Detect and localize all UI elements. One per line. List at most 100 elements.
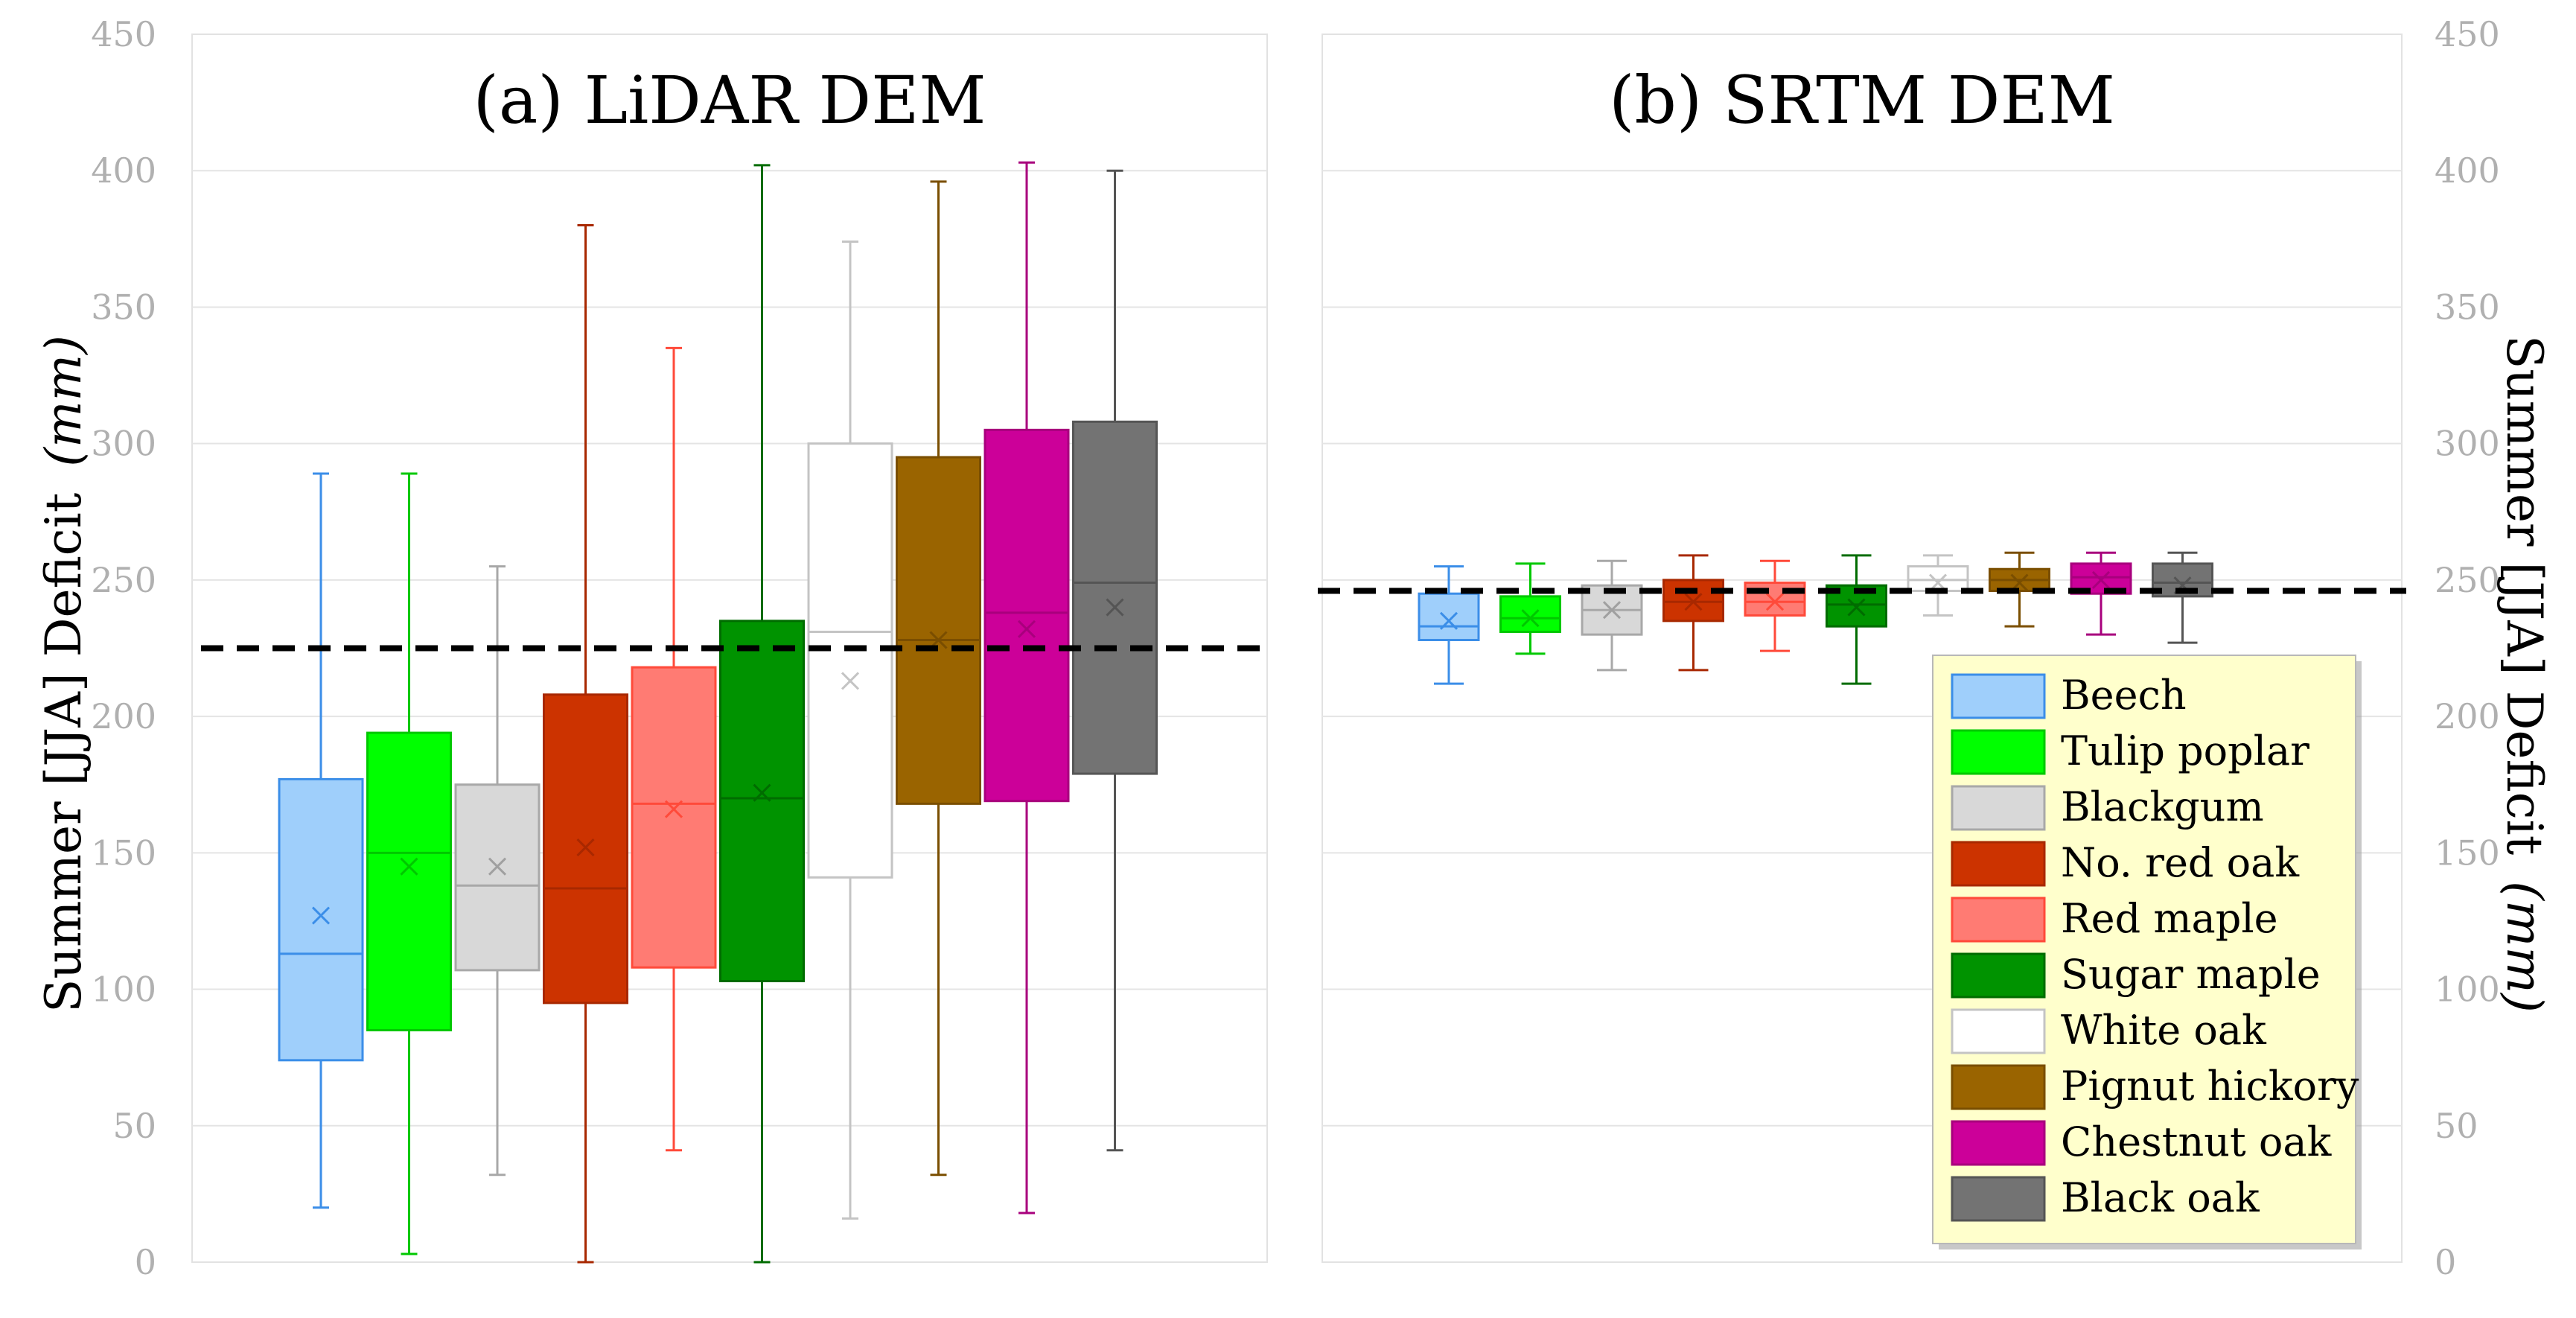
- right-y-axis-label: Summer [JJA] Deficit: [2496, 335, 2553, 855]
- legend-item-pignut-hickory: Pignut hickory: [1951, 1063, 2359, 1110]
- iqr-box: [896, 456, 981, 805]
- panel-b-box-white-oak: [1907, 554, 1969, 617]
- mean-marker: [1521, 609, 1540, 628]
- left-y-axis-title-text: Summer [JJA] Deficit (mm): [35, 335, 92, 1013]
- legend-item-blackgum: Blackgum: [1951, 783, 2264, 831]
- legend-label: Tulip poplar: [2061, 728, 2309, 774]
- panel-a-y-tick-label: 150: [91, 832, 156, 873]
- legend-swatch: [1951, 1120, 2046, 1166]
- panel-b-y-tick-label: 100: [2435, 970, 2500, 1010]
- mean-marker: [576, 838, 595, 857]
- iqr-box: [454, 783, 541, 972]
- legend-swatch: [1951, 897, 2046, 943]
- left-y-axis-label: Summer [JJA] Deficit: [35, 493, 92, 1013]
- panel-b-y-tick-label: 450: [2435, 14, 2500, 54]
- legend-swatch: [1951, 785, 2046, 831]
- panel-a-box-sugar-maple: [719, 164, 805, 1264]
- iqr-box: [278, 777, 364, 1062]
- panel-b-y-tick-label: 0: [2435, 1242, 2456, 1282]
- mean-marker: [1602, 601, 1622, 620]
- panel-b-box-beech: [1418, 565, 1480, 685]
- mean-marker: [400, 857, 418, 876]
- iqr-box: [1499, 595, 1561, 634]
- legend-label: Chestnut oak: [2061, 1118, 2333, 1165]
- panel-a-box-beech: [278, 472, 364, 1209]
- panel-a-box-blackgum: [454, 565, 541, 1177]
- panel-a-y-tick-label: 350: [91, 287, 156, 327]
- mean-marker: [1439, 611, 1458, 630]
- panel-a-y-tick-label: 200: [91, 696, 156, 736]
- iqr-box: [719, 620, 805, 983]
- iqr-box: [631, 666, 717, 969]
- legend-swatch: [1951, 729, 2046, 775]
- legend-item-no-red-oak: No. red oak: [1951, 839, 2300, 887]
- panel-a-y-tick-label: 50: [112, 1106, 156, 1146]
- mean-marker: [841, 672, 860, 690]
- mean-marker: [2091, 570, 2111, 589]
- legend-item-white-oak: White oak: [1951, 1007, 2267, 1054]
- iqr-box: [983, 428, 1070, 803]
- legend-label: Beech: [2061, 672, 2187, 719]
- panel-a-box-white-oak: [807, 240, 893, 1220]
- mean-marker: [1106, 598, 1124, 617]
- panel-a-y-tick-label: 100: [91, 970, 156, 1010]
- legend-item-chestnut-oak: Chestnut oak: [1951, 1118, 2333, 1166]
- mean-marker: [1765, 593, 1785, 611]
- legend-swatch: [1951, 841, 2046, 887]
- mean-marker: [488, 857, 507, 876]
- panel-b-y-tick-label: 150: [2435, 832, 2500, 873]
- panel-a-y-tick-label: 250: [91, 560, 156, 600]
- iqr-box: [807, 442, 893, 879]
- right-y-axis-title: Summer [JJA] Deficit (mm): [2496, 335, 2553, 1013]
- mean-marker: [1847, 598, 1866, 617]
- legend-swatch: [1951, 1176, 2046, 1222]
- panel-b-y-tick-label: 300: [2435, 424, 2500, 464]
- iqr-box: [366, 731, 452, 1032]
- legend: Beech Tulip poplar Blackgum No. red oak Red …: [1932, 655, 2362, 1249]
- panel-a-box-chestnut-oak: [983, 161, 1070, 1214]
- panel-a-y-tick-label: 400: [91, 150, 156, 191]
- legend-label: Sugar maple: [2061, 951, 2321, 998]
- legend-swatch: [1951, 1008, 2046, 1054]
- panel-b-box-chestnut-oak: [2070, 551, 2132, 636]
- right-y-axis-title-text: Summer [JJA] Deficit (mm): [2496, 335, 2553, 1013]
- iqr-box: [1744, 582, 1806, 617]
- iqr-box: [1418, 592, 1480, 642]
- right-y-axis-unit: (mm): [2496, 881, 2553, 1013]
- legend-label: Black oak: [2061, 1174, 2260, 1221]
- panel-a-y-tick-label: 300: [91, 424, 156, 464]
- legend-label: Blackgum: [2061, 783, 2264, 830]
- panel-a-box-pignut-hickory: [896, 180, 981, 1177]
- panel-b-title: (b) SRTM DEM: [1609, 62, 2115, 139]
- panel-a-y-tick-label: 450: [91, 14, 156, 54]
- legend-item-red-maple: Red maple: [1951, 895, 2278, 943]
- panel-a-box-tulip-poplar: [366, 472, 452, 1255]
- legend-label: Red maple: [2061, 895, 2278, 942]
- left-y-axis-unit: (mm): [35, 335, 92, 467]
- panel-b-box-pignut-hickory: [1989, 551, 2050, 628]
- panel-a-lidar-dem: 0 50 100 150 200 250 300 350 400 450 (a) LiDAR DEM: [91, 14, 1268, 1282]
- panel-a-title: (a) LiDAR DEM: [474, 62, 986, 139]
- iqr-box: [1072, 420, 1158, 775]
- panel-b-box-no-red-oak: [1662, 554, 1724, 672]
- panel-b-y-tick-label: 200: [2435, 696, 2500, 736]
- panel-a-box-no-red-oak: [543, 224, 628, 1264]
- legend-item-sugar-maple: Sugar maple: [1951, 951, 2321, 999]
- panel-a-box-red-maple: [631, 346, 717, 1152]
- mean-marker: [1684, 593, 1703, 611]
- legend-swatch: [1951, 1064, 2046, 1110]
- panel-b-box-tulip-poplar: [1499, 562, 1561, 655]
- panel-b-y-tick-label: 50: [2435, 1106, 2478, 1146]
- panel-b-y-tick-label: 400: [2435, 150, 2500, 191]
- iqr-box: [1907, 565, 1969, 593]
- panel-b-y-tick-label: 350: [2435, 287, 2500, 327]
- legend-label: Pignut hickory: [2061, 1063, 2359, 1110]
- panel-b-y-tick-label: 250: [2435, 560, 2500, 600]
- legend-swatch: [1951, 673, 2046, 719]
- legend-item-black-oak: Black oak: [1951, 1174, 2260, 1222]
- mean-marker: [311, 906, 331, 925]
- left-y-axis-title: Summer [JJA] Deficit (mm): [35, 335, 92, 1013]
- legend-item-tulip-poplar: Tulip poplar: [1951, 728, 2309, 775]
- legend-item-beech: Beech: [1951, 672, 2187, 719]
